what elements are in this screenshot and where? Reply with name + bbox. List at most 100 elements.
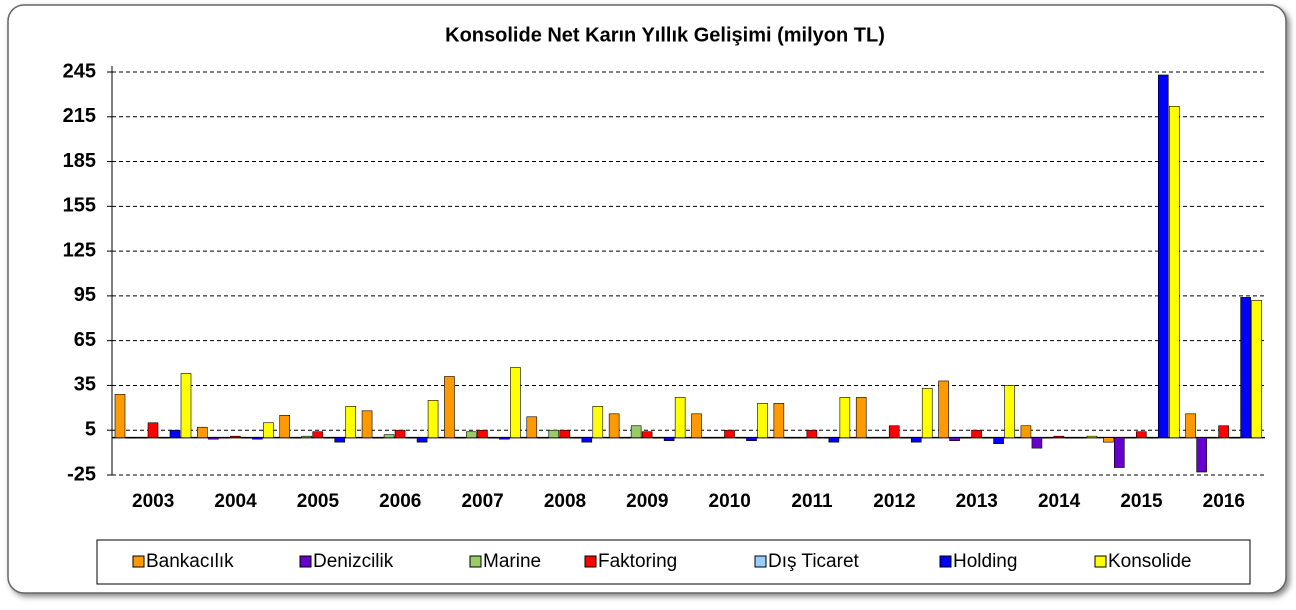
- bar: [1168, 106, 1180, 438]
- legend-label: Marine: [483, 551, 541, 572]
- bar: [334, 437, 346, 443]
- bar: [735, 437, 746, 439]
- bar: [806, 429, 818, 438]
- x-tick-label: 2013: [956, 491, 998, 512]
- bar: [383, 434, 395, 438]
- bar: [592, 406, 604, 438]
- bar: [230, 435, 241, 438]
- bar: [372, 437, 384, 439]
- x-tick-label: 2016: [1203, 491, 1245, 512]
- y-tick-label: 155: [63, 195, 96, 217]
- bar: [1146, 437, 1158, 439]
- bar: [1075, 437, 1087, 439]
- bar: [1218, 425, 1229, 438]
- bar: [641, 431, 653, 438]
- bar: [866, 437, 878, 439]
- bar: [537, 437, 549, 439]
- bar: [899, 437, 911, 439]
- bar: [136, 437, 148, 439]
- bar: [147, 422, 159, 438]
- bar: [263, 422, 274, 438]
- bar: [1053, 435, 1065, 438]
- bar: [290, 437, 302, 439]
- bar: [960, 437, 971, 439]
- bar: [301, 435, 313, 438]
- bar: [581, 437, 593, 443]
- bar: [394, 429, 406, 438]
- bar: [180, 373, 192, 438]
- bar: [208, 437, 219, 440]
- x-tick-label: 2005: [297, 491, 340, 512]
- frame: [7, 4, 1287, 594]
- bar: [279, 414, 291, 438]
- bar: [855, 397, 867, 438]
- legend-swatch: [1094, 555, 1107, 568]
- bar: [548, 429, 560, 438]
- y-tick-label: 245: [63, 60, 96, 82]
- bar: [570, 437, 582, 439]
- chart-title: Konsolide Net Karın Yıllık Gelişimi (mil…: [445, 24, 885, 46]
- bar: [1031, 437, 1043, 449]
- bar: [312, 431, 324, 438]
- bar: [910, 437, 922, 443]
- bar: [1229, 437, 1240, 439]
- bar: [817, 437, 829, 439]
- bar: [1042, 437, 1054, 439]
- bar: [345, 406, 357, 438]
- bar: [455, 437, 466, 439]
- legend-swatch: [754, 555, 767, 568]
- y-tick-label: 185: [63, 150, 96, 172]
- bar: [197, 426, 208, 438]
- legend-label: Bankacılık: [146, 551, 234, 572]
- bar: [1207, 437, 1218, 439]
- bar: [510, 367, 521, 438]
- legend-label: Holding: [953, 551, 1017, 572]
- bar: [1004, 385, 1015, 438]
- bar: [921, 388, 933, 438]
- y-tick-label: 5: [85, 419, 96, 441]
- x-tick-label: 2010: [709, 491, 751, 512]
- bar: [619, 437, 631, 439]
- x-tick-label: 2006: [379, 491, 421, 512]
- legend: [96, 539, 1251, 585]
- bar: [702, 437, 713, 439]
- bar: [993, 437, 1004, 444]
- x-tick-label: 2014: [1038, 491, 1081, 512]
- bar: [1251, 300, 1262, 438]
- bar: [405, 437, 417, 439]
- bar: [1196, 437, 1207, 473]
- y-tick-label: -25: [67, 463, 96, 485]
- bar: [938, 380, 949, 438]
- bar: [713, 437, 724, 439]
- bar: [1113, 437, 1125, 468]
- y-tick-label: 65: [74, 329, 96, 351]
- bar: [773, 403, 785, 438]
- bar: [361, 410, 373, 438]
- bar: [757, 403, 768, 438]
- bar: [724, 429, 735, 438]
- bar: [652, 437, 664, 439]
- x-tick-label: 2011: [791, 491, 833, 512]
- bar: [323, 437, 335, 439]
- bar: [252, 437, 263, 440]
- bar: [949, 437, 960, 441]
- legend-swatch: [584, 555, 597, 568]
- bar: [888, 425, 900, 438]
- bar: [125, 437, 137, 439]
- legend-label: Denizcilik: [313, 551, 394, 572]
- bar: [1124, 437, 1136, 439]
- bar: [219, 437, 230, 439]
- x-tick-label: 2009: [626, 491, 668, 512]
- y-tick-label: 215: [63, 105, 96, 127]
- legend-label: Faktoring: [598, 551, 677, 572]
- bar: [1064, 437, 1076, 439]
- bar: [828, 437, 840, 443]
- bar: [488, 437, 499, 439]
- x-tick-label: 2004: [214, 491, 257, 512]
- legend-label: Konsolide: [1108, 551, 1191, 572]
- bar: [559, 429, 571, 438]
- bar: [1157, 74, 1169, 438]
- x-tick-label: 2007: [461, 491, 503, 512]
- legend-swatch: [469, 555, 482, 568]
